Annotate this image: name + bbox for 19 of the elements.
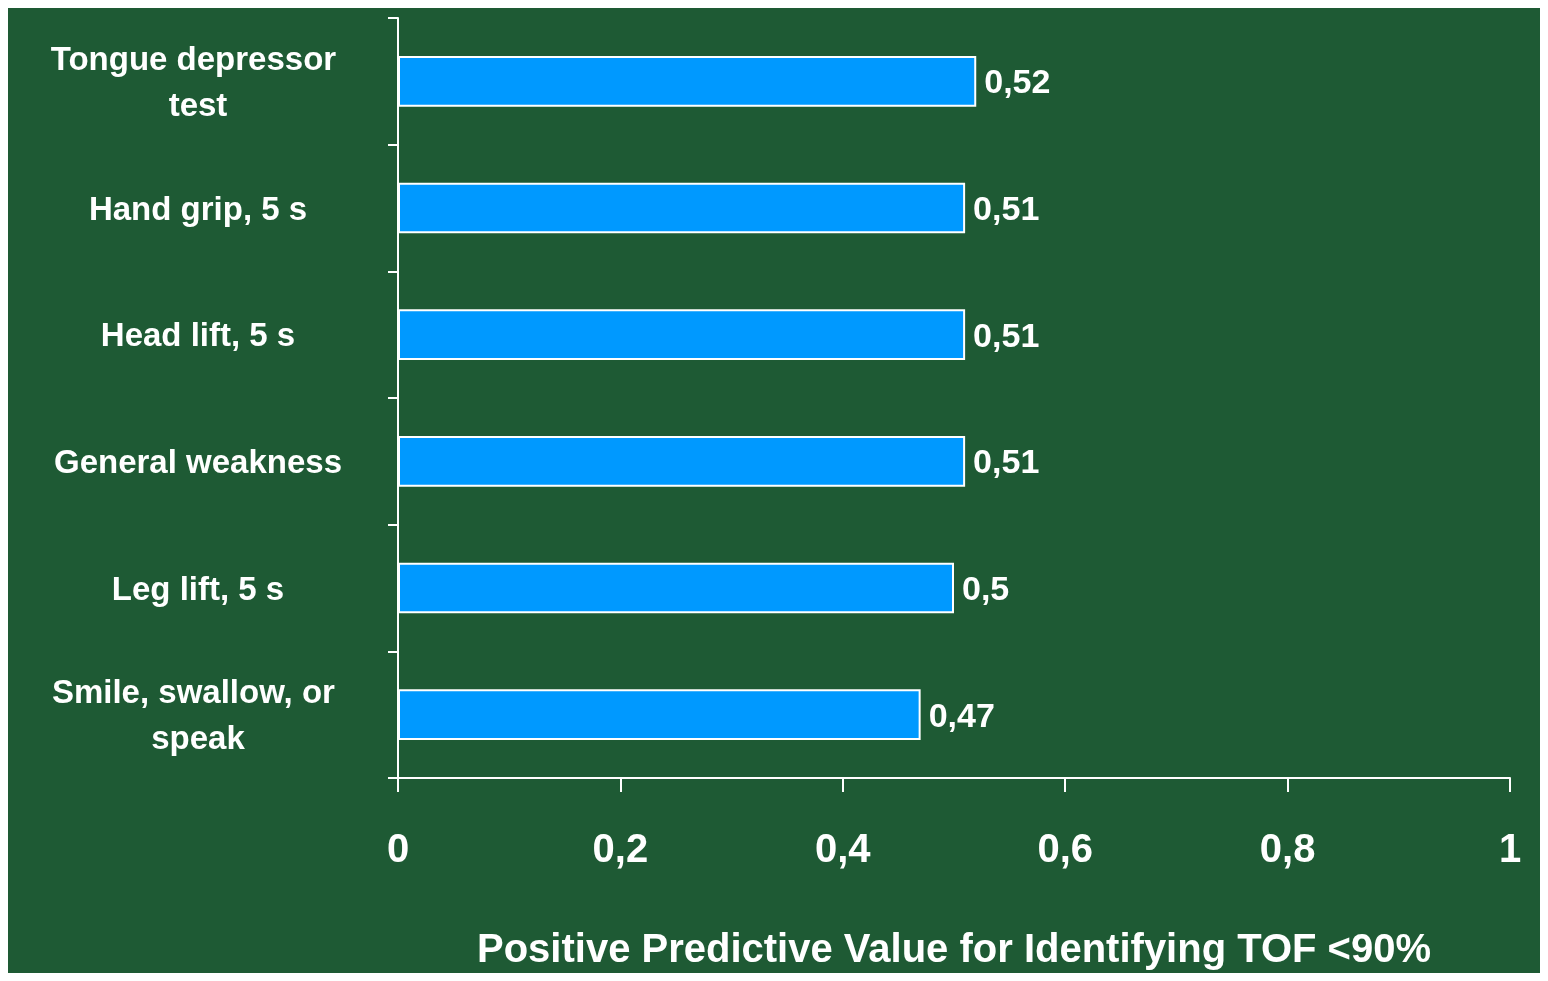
- data-label: 0,51: [973, 189, 1040, 227]
- x-tick-label: 1: [1498, 826, 1522, 870]
- data-label: 0,5: [962, 569, 1010, 607]
- y-tick-label: Smile, swallow, or speak: [51, 673, 345, 757]
- x-tick-label: 0,6: [1037, 826, 1093, 870]
- data-label: 0,51: [973, 315, 1040, 354]
- x-tick-label: 0: [386, 826, 410, 870]
- y-tick-label: General weakness: [53, 442, 343, 480]
- data-label: 0,51: [973, 442, 1040, 481]
- x-tick-label: 0,2: [592, 826, 649, 870]
- y-tick-label: Head lift, 5 s: [100, 316, 296, 354]
- x-tick-label: 0,8: [1259, 826, 1316, 870]
- x-axis-title: Positive Predictive Value for Identifying TOF <90%: [476, 926, 1432, 970]
- x-tick-label: 0,4: [815, 826, 872, 870]
- y-tick-label: Hand grip, 5 s: [88, 189, 308, 227]
- y-tick-label: Leg lift, 5 s: [111, 569, 285, 607]
- data-label: 0,47: [928, 695, 995, 734]
- y-tick-label: Tongue depressor test: [50, 39, 346, 123]
- data-label: 0,52: [984, 62, 1051, 101]
